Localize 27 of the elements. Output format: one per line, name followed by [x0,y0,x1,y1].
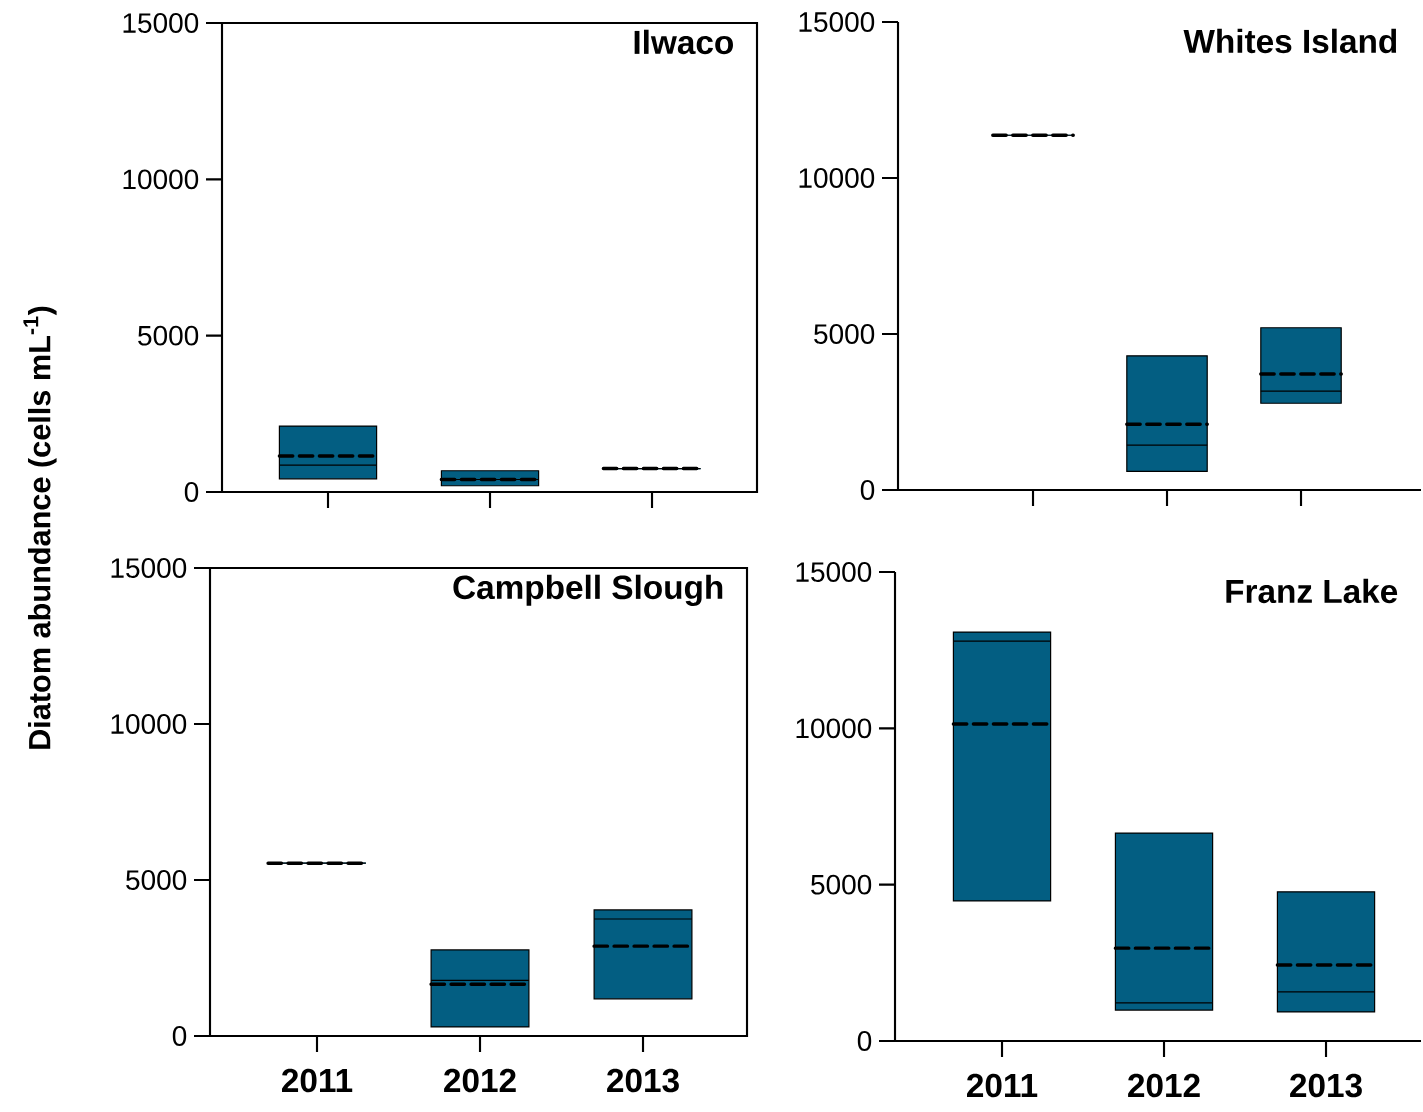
chart-title: Ilwaco [634,29,733,55]
y-tick-label: 15000 [799,12,875,32]
chart-title: Campbell Slough [453,574,723,606]
x-tick-label: 2011 [282,1068,353,1093]
x-tick-label: 2012 [1128,1073,1200,1098]
y-tick-label: 15000 [123,13,199,33]
y-tick-label: 15000 [796,562,872,582]
y-tick-label: 5000 [811,874,872,895]
x-tick-label: 2011 [967,1073,1038,1098]
y-tick-label: 10000 [111,714,187,734]
x-tick-label: 2013 [607,1068,679,1093]
y-tick-label: 10000 [123,169,199,190]
y-axis-title: Diatom abundance (cells mL$^{-1}$) [23,306,57,749]
y-tick-label: 5000 [138,325,199,346]
y-tick-label: 5000 [126,870,187,890]
y-tick-label: 0 [860,480,875,500]
y-tick-label: 0 [184,482,199,502]
y-tick-label: 5000 [814,324,875,344]
chart-title: Franz Lake [1226,578,1398,604]
y-tick-label: 0 [172,1026,187,1046]
x-tick-label: 2012 [444,1068,516,1093]
y-tick-label: 15000 [111,558,187,578]
x-tick-label: 2013 [1290,1073,1362,1098]
y-tick-label: 10000 [799,168,875,188]
y-tick-label: 10000 [796,718,872,739]
y-tick-label: 0 [857,1031,872,1051]
chart-title: Whites Island [1183,28,1397,54]
